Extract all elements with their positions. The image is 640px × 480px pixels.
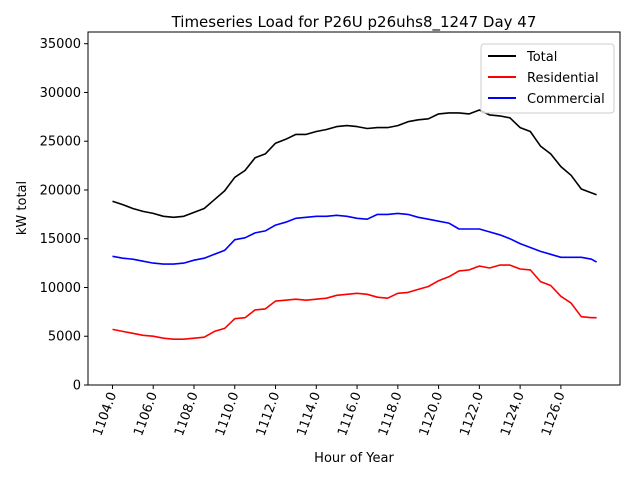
y-axis: 0 5000 10000 15000 20000 25000 30000 35000	[40, 37, 88, 394]
legend-label-total: Total	[526, 50, 557, 65]
y-tick-label: 15000	[40, 232, 81, 247]
x-axis-label: Hour of Year	[314, 451, 394, 466]
legend-box	[480, 43, 615, 114]
series-line-total	[112, 109, 597, 219]
y-tick-label: 0	[73, 379, 81, 394]
chart-title: Timeseries Load for P26U p26uhs8_1247 Da…	[171, 13, 537, 32]
y-tick-label: 35000	[40, 37, 81, 52]
legend-label-residential: Residential	[527, 71, 599, 86]
plot-frame	[87, 31, 621, 386]
y-axis-label: kW total	[15, 181, 30, 235]
y-tick-label: 30000	[40, 86, 81, 101]
legend: Total Residential Commercial	[480, 43, 615, 114]
series-line-residential	[112, 264, 597, 341]
y-tick-label: 5000	[48, 330, 81, 345]
y-tick-label: 20000	[40, 183, 81, 198]
y-tick-label: 10000	[40, 281, 81, 296]
series-line-commercial	[112, 212, 597, 265]
y-tick-label: 25000	[40, 135, 81, 150]
series-layer	[112, 109, 597, 341]
legend-label-commercial: Commercial	[527, 92, 605, 107]
